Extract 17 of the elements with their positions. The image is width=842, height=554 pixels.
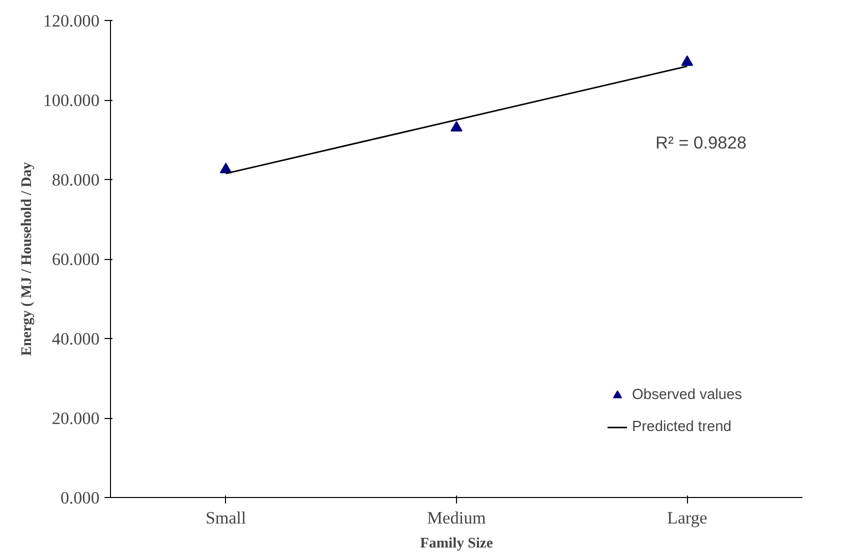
y-tick-label: 80.000 — [52, 170, 100, 190]
y-tick-label: 40.000 — [52, 330, 100, 348]
legend-label: Predicted trend — [632, 419, 732, 435]
x-tick-label: Small — [206, 508, 246, 528]
x-tick-label: Medium — [427, 508, 486, 528]
y-axis-title: Energy ( MJ / Household / Day — [19, 161, 36, 356]
x-tick-label: Large — [667, 508, 708, 528]
y-tick-label: 20.000 — [52, 409, 100, 428]
y-tick-label: 0.000 — [60, 488, 100, 508]
x-axis-title: Family Size — [420, 536, 494, 552]
point — [681, 55, 694, 66]
y-tick-label: 100.000 — [43, 91, 100, 110]
legend-label: Observed values — [632, 387, 742, 403]
y-tick-label: 120.000 — [43, 12, 100, 30]
annotation: R² = 0.9828 — [656, 132, 747, 152]
y-tick-label: 60.000 — [52, 250, 100, 269]
point — [450, 120, 462, 132]
